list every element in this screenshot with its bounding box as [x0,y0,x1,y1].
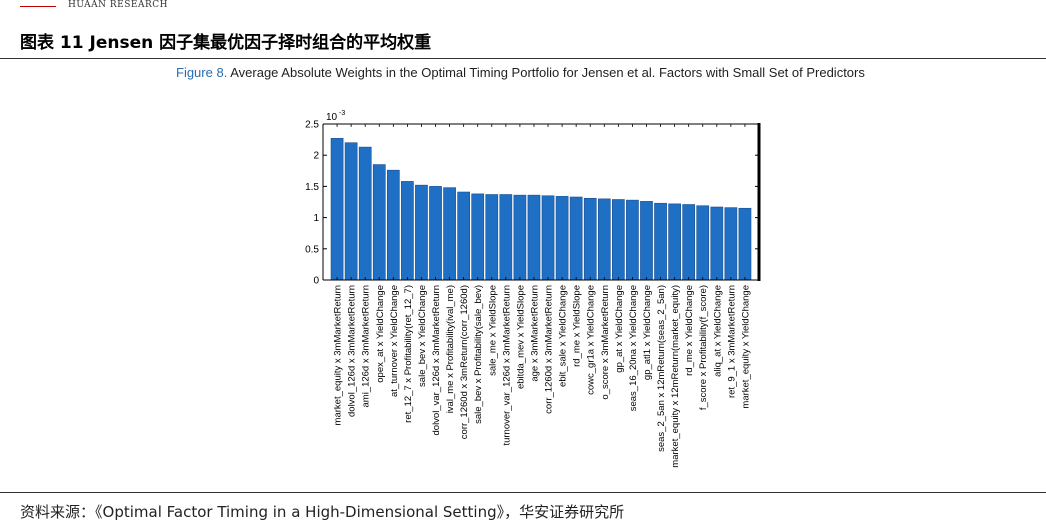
bar [626,199,639,281]
x-tick-label: at_turnover x YieldChange [389,285,400,397]
x-tick-label: dolvol_var_126d x 3mMarketReturn [431,285,442,436]
x-tick-label: ebit_sale x YieldChange [558,285,569,387]
x-tick-label: age x 3mMarketReturn [529,285,540,382]
y-tick-label: 2 [313,151,319,162]
bar [668,203,681,281]
x-tick-label: market_equity x 3mMarketReturn [333,285,344,425]
source-text: 《Optimal Factor Timing in a High-Dimensi… [95,503,625,521]
bar [485,194,499,281]
bar [386,169,400,281]
x-tick-label: f_score x Profitability(f_score) [698,285,709,410]
source-label: 资料来源： [20,503,96,521]
bar-chart: 0 0.5 1 1.5 2 2.5 10 -3 market_equity x 3mMar… [305,110,761,468]
figure-caption: Figure 8. Average Absolute Weights in th… [176,64,876,81]
bar [499,194,513,281]
bar [457,191,471,281]
bar [597,198,611,281]
bar [372,164,386,281]
bar [513,194,527,281]
brand-name: HUAAN RESEARCH [68,0,168,10]
bar [429,186,442,281]
x-tick-label: ebitda_mev x YieldSlope [515,285,526,389]
bar-series [330,138,752,281]
x-tick-label: aliq_at x YieldChange [712,285,723,377]
y-tick-labels: 0 0.5 1 1.5 2 2.5 [305,120,319,287]
bar [471,193,485,281]
bar [344,142,358,281]
x-tick-label: ret_9_1 x 3mMarketReturn [726,285,737,398]
y-tick-label: 1.5 [305,182,319,193]
caption-text: Average Absolute Weights in the Optimal … [230,65,865,80]
x-tick-label: market_equity x 12mReturn(market_equity) [670,285,681,468]
x-tick-label: ival_me x Profitability(ival_me) [445,285,456,413]
bar [569,196,583,281]
bar [710,206,724,281]
bar [443,187,456,281]
footer-divider [0,492,1046,493]
x-tick-label: ami_126d x 3mMarketReturn [361,285,372,408]
title-divider [0,58,1046,59]
x-tick-label: dolvol_126d x 3mMarketReturn [347,285,358,417]
bar [612,199,625,281]
x-tick-label: ret_12_7 x Profitability(ret_12_7) [403,285,414,423]
bar [583,197,597,281]
x-tick-label: gp_at x YieldChange [614,285,625,373]
x-tick-label: turnover_var_126d x 3mMarketReturn [501,285,512,446]
bar [358,146,372,281]
x-tick-labels: market_equity x 3mMarketReturn dolvol_126… [333,285,752,468]
x-tick-label: sale_me x YieldSlope [487,285,498,376]
x-tick-label: rd_me x YieldChange [684,285,695,376]
bar [555,196,569,281]
bar [541,195,555,281]
bar [401,181,414,281]
x-tick-label: seas_2_5an x 12mReturn(seas_2_5an) [656,285,667,452]
chart-axes [322,123,761,281]
source-note: 资料来源：《Optimal Factor Timing in a High-Di… [20,503,624,521]
x-tick-label: rd_me x YieldSlope [572,285,583,367]
x-tick-label: opex_at x YieldChange [375,285,386,383]
bar [682,204,696,281]
bar [654,202,667,281]
y-exponent-power: -3 [339,110,345,117]
bar [696,205,710,281]
y-tick-label: 2.5 [305,120,319,131]
x-tick-label: cowc_gr1a x YieldChange [586,285,597,395]
x-tick-label: sale_bev x YieldChange [417,285,428,387]
y-tick-label: 0 [313,276,319,287]
bar [724,207,738,281]
x-tick-label: corr_1260d x 3mMarketReturn [544,285,555,414]
y-tick-label: 0.5 [305,244,319,255]
bar [415,184,428,281]
bar [738,207,752,281]
header-accent-line [20,6,56,7]
caption-figure-label: Figure 8. [176,65,228,80]
x-tick-label: market_equity x YieldChange [740,285,751,409]
bar [640,201,653,281]
chart-ticks [323,123,759,281]
bar [330,138,344,281]
x-tick-label: corr_1260d x 3mReturn(corr_1260d) [459,285,470,439]
x-tick-label: seas_16_20na x YieldChange [628,285,639,411]
figure-title: 图表 11 Jensen 因子集最优因子择时组合的平均权重 [20,33,432,53]
y-exponent-label: 10 [326,112,338,123]
x-tick-label: gp_atl1 x YieldChange [642,285,653,380]
bar [527,194,541,281]
x-tick-label: sale_bev x Profitability(sale_bev) [473,285,484,424]
y-tick-label: 1 [313,213,319,224]
x-tick-label: o_score x 3mMarketReturn [600,285,611,400]
